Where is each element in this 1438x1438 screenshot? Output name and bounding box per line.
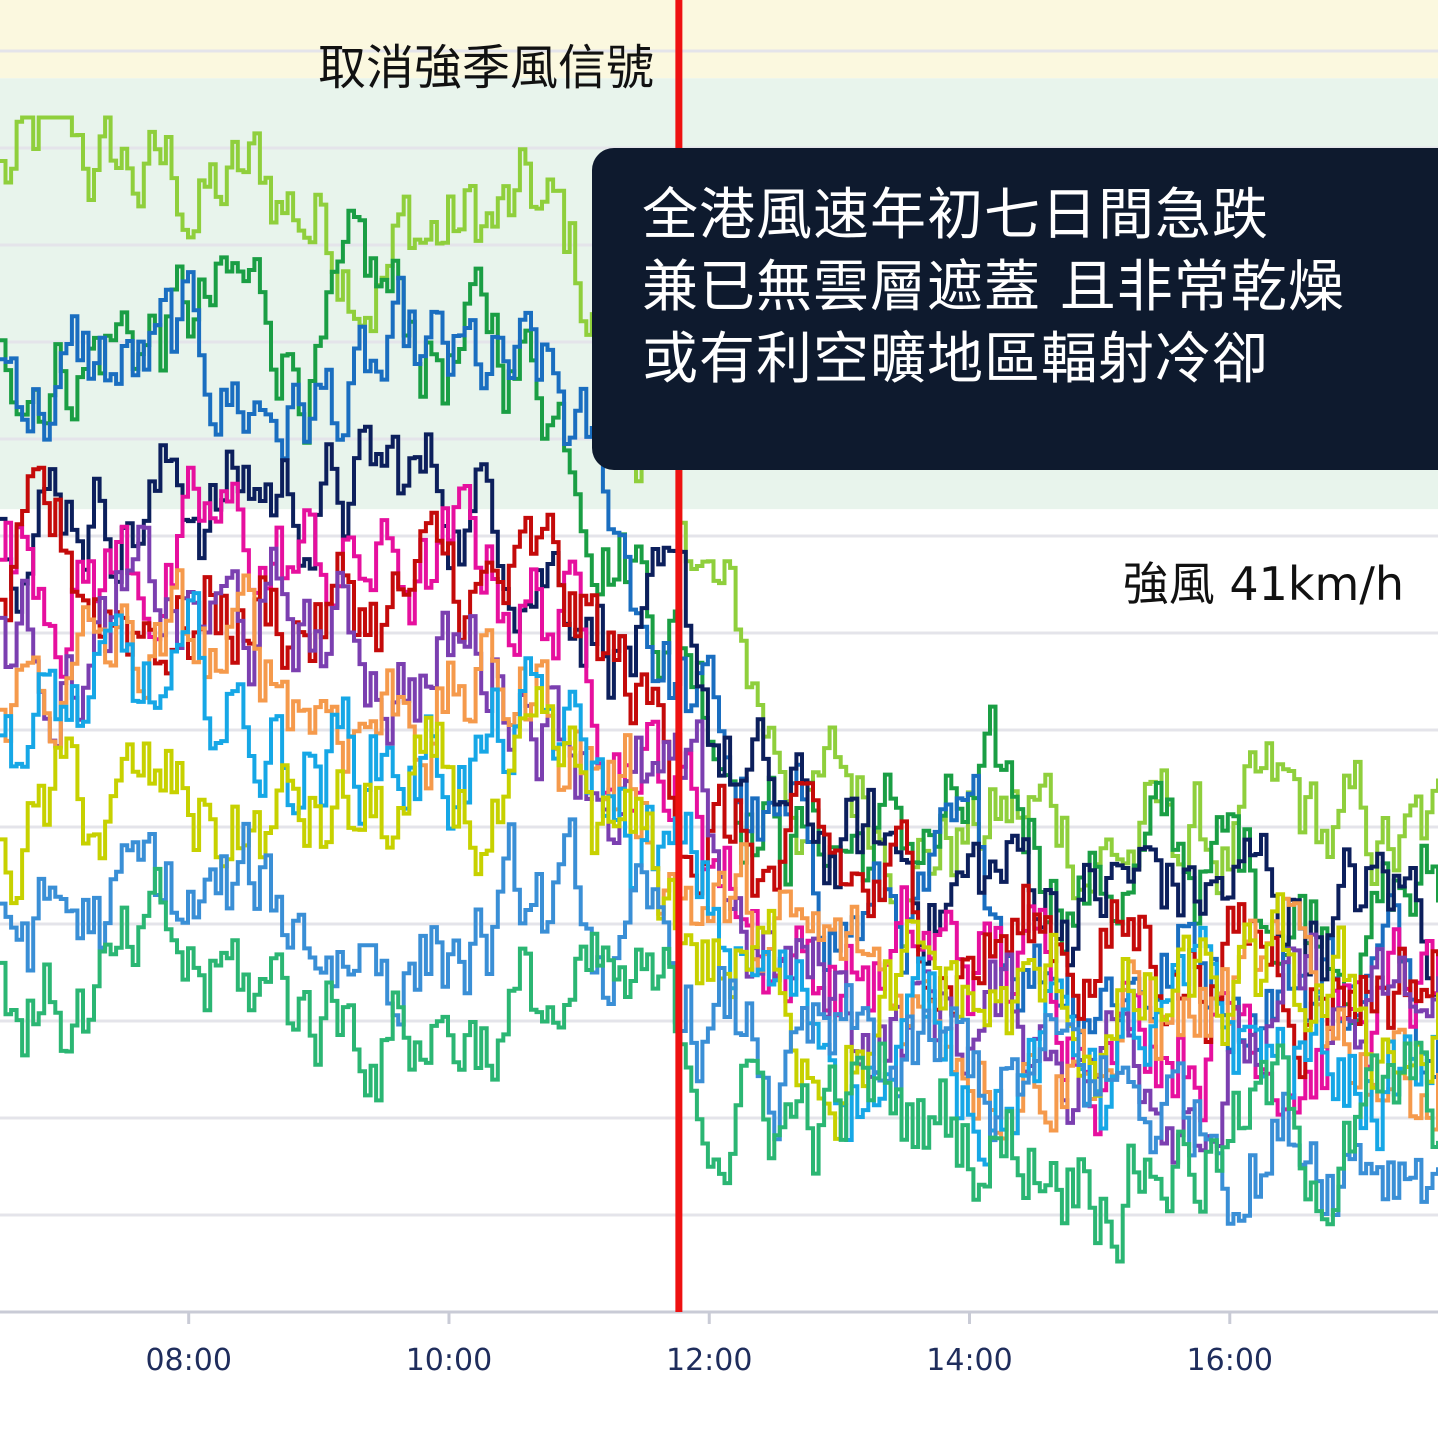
callout-line-1: 全港風速年初七日間急跌 <box>642 183 1269 248</box>
cancel-signal-label: 取消強季風信號 <box>318 40 655 96</box>
series-line-4 <box>0 424 1438 997</box>
series-line-1 <box>0 115 1438 949</box>
series-line-12 <box>0 866 1438 1264</box>
cancel-signal-band <box>0 0 1438 79</box>
x-tick-label: 10:00 <box>406 1343 492 1378</box>
callout-line-3: 或有利空曠地區輻射冷卻 <box>642 327 1269 392</box>
x-tick-label: 16:00 <box>1187 1343 1273 1378</box>
x-tick-label: 12:00 <box>666 1343 752 1378</box>
callout-box: 全港風速年初七日間急跌 兼已無雲層遮蓋 且非常乾燥 或有利空曠地區輻射冷卻 <box>592 148 1438 470</box>
strong-wind-label: 強風 41km/h <box>1122 557 1404 611</box>
x-tick-label: 08:00 <box>145 1343 231 1378</box>
series-line-8 <box>0 568 1438 1141</box>
series-line-6 <box>0 465 1438 1080</box>
x-axis: 08:00 10:00 12:00 14:00 16:00 <box>145 1312 1273 1378</box>
series-line-9 <box>0 591 1438 1167</box>
series-line-11 <box>0 817 1438 1226</box>
series-lines <box>0 115 1438 1264</box>
x-tick-label: 14:00 <box>926 1343 1012 1378</box>
callout-line-2: 兼已無雲層遮蓋 且非常乾燥 <box>642 255 1345 320</box>
